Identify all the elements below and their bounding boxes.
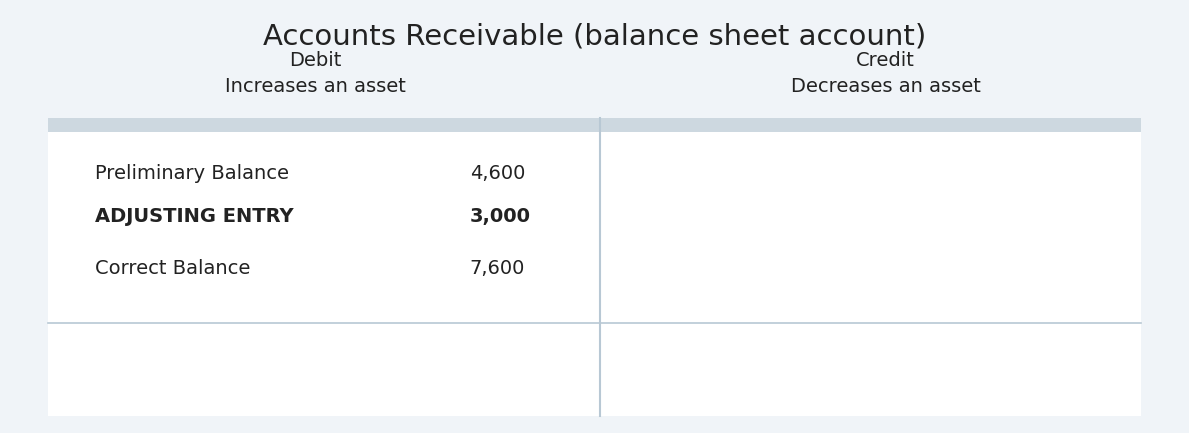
Bar xyxy=(48,118,1141,416)
Text: 4,600: 4,600 xyxy=(470,164,526,183)
Text: Debit: Debit xyxy=(289,51,341,70)
Text: 3,000: 3,000 xyxy=(470,207,530,226)
Text: Credit: Credit xyxy=(856,51,916,70)
Text: Decreases an asset: Decreases an asset xyxy=(791,77,981,96)
Text: Preliminary Balance: Preliminary Balance xyxy=(95,164,289,183)
Bar xyxy=(48,118,1141,132)
Text: Correct Balance: Correct Balance xyxy=(95,259,251,278)
Text: 7,600: 7,600 xyxy=(470,259,526,278)
Text: ADJUSTING ENTRY: ADJUSTING ENTRY xyxy=(95,207,294,226)
Text: Increases an asset: Increases an asset xyxy=(225,77,405,96)
Text: Accounts Receivable (balance sheet account): Accounts Receivable (balance sheet accou… xyxy=(263,23,926,51)
